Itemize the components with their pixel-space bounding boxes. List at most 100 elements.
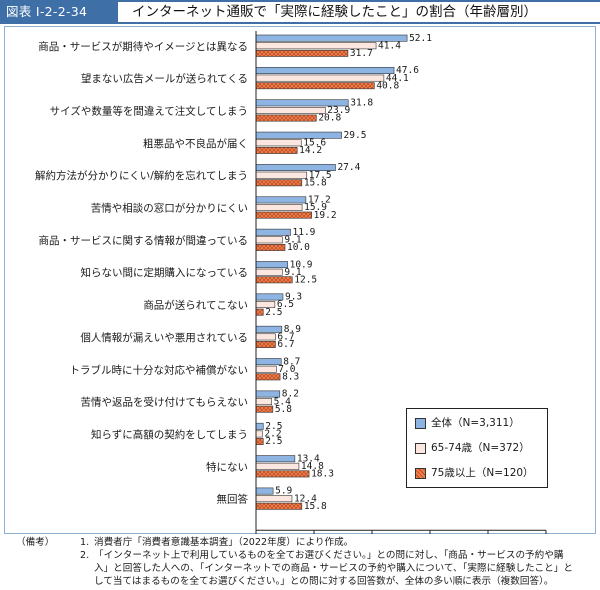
notes-head: （備考） [16, 537, 55, 548]
bar-65-74 [255, 430, 263, 438]
bar-75-plus [255, 405, 274, 413]
bar-65-74 [255, 333, 276, 341]
data-label-65-74: 9.1 [284, 235, 301, 246]
data-label-all: 5.9 [275, 486, 292, 497]
category-label: トラブル時に十分な対応や補償がない [70, 363, 249, 376]
data-label-75-plus: 15.8 [304, 501, 327, 512]
data-label-65-74: 17.5 [309, 170, 332, 181]
data-label-65-74: 44.1 [386, 73, 409, 84]
bar-65-74 [255, 171, 308, 179]
bar-65-74 [255, 365, 277, 373]
legend-item-75-plus: 75歳以上（N=120） [415, 465, 534, 481]
figure-header: 図表 I-2-2-34 インターネット通販で「実際に経験したこと」の割合（年齢層… [0, 0, 600, 24]
category-label: 望まない広告メールが送られてくる [81, 72, 248, 85]
data-label-all: 17.2 [308, 195, 331, 206]
category-label: 苦情や相談の窓口が分かりにくい [91, 202, 248, 215]
category-label: 解約方法が分かりにくい/解約を忘れてしまう [35, 169, 248, 182]
data-label-all: 9.3 [285, 292, 302, 303]
data-label-75-plus: 20.8 [318, 113, 341, 124]
note-2-number: 2. [80, 550, 90, 561]
bar-75-plus [255, 308, 264, 316]
data-label-75-plus: 10.0 [287, 242, 310, 253]
data-label-75-plus: 15.8 [304, 177, 327, 188]
category-label: 商品が送られてこない [143, 299, 248, 312]
data-label-65-74: 6.7 [277, 332, 294, 343]
data-label-all: 13.4 [297, 453, 320, 464]
bar-75-plus [255, 146, 298, 154]
data-label-65-74: 2.2 [264, 429, 281, 440]
bar-all [255, 67, 395, 74]
data-label-75-plus: 14.2 [299, 145, 322, 156]
data-label-65-74: 7.0 [278, 364, 295, 375]
bar-65-74 [255, 398, 272, 406]
bar-75-plus [255, 438, 264, 445]
category-label: 知らずに高額の契約をしてしまう [91, 428, 248, 441]
bar-75-plus [255, 470, 310, 478]
data-label-75-plus: 5.8 [275, 404, 292, 415]
data-label-75-plus: 8.3 [282, 372, 299, 383]
data-label-all: 2.5 [265, 421, 282, 432]
bar-all [255, 261, 288, 269]
figure-title: インターネット通販で「実際に経験したこと」の割合（年齢層別） [132, 4, 537, 20]
legend-swatch-all [415, 417, 426, 429]
data-label-all: 8.2 [282, 389, 299, 400]
bar-65-74 [255, 495, 293, 503]
legend-swatch-65-74 [415, 442, 426, 454]
bar-75-plus [255, 276, 293, 284]
data-label-all: 52.1 [409, 33, 432, 44]
data-label-75-plus: 18.3 [311, 469, 334, 480]
category-label: 知らない間に定期購入になっている [81, 266, 248, 279]
bar-75-plus [255, 373, 281, 381]
data-label-all: 11.9 [293, 227, 316, 238]
bar-65-74 [255, 268, 283, 276]
category-label: サイズや数量等を間違えて注文してしまう [50, 104, 248, 117]
category-label: 無回答 [217, 493, 249, 506]
category-label: 特にない [206, 461, 248, 473]
figure-id: 図表 I-2-2-34 [0, 2, 118, 22]
legend-item-all: 全体（N=3,311） [415, 415, 520, 431]
category-label: 商品・サービスが期待やイメージとは異なる [38, 40, 248, 53]
bar-all [255, 487, 274, 495]
legend-label-all: 全体（N=3,311） [431, 417, 520, 429]
legend-label-65-74: 65-74歳（N=372） [431, 442, 530, 454]
data-label-65-74: 15.9 [304, 202, 327, 213]
notes: （備考） 1. 消費者庁「消費者意識基本調査」（2022年度）により作成。 2.… [10, 536, 595, 588]
data-label-75-plus: 2.5 [265, 307, 282, 318]
bar-65-74 [255, 204, 303, 211]
note-1-number: 1. [80, 537, 90, 548]
data-label-75-plus: 31.7 [350, 48, 373, 59]
bar-75-plus [255, 211, 312, 219]
category-label: 個人情報が漏えいや悪用されている [80, 331, 248, 344]
note-2-text: 「インターネット上で利用しているものを全てお選びください。」との問に対し、「商品… [94, 550, 573, 587]
data-label-65-74: 6.5 [277, 299, 294, 310]
data-label-65-74: 5.4 [274, 396, 291, 407]
data-label-all: 10.9 [290, 259, 313, 270]
legend-item-65-74: 65-74歳（N=372） [415, 440, 530, 456]
data-label-all: 29.5 [344, 130, 367, 141]
category-label: 苦情や返品を受け付けてもらえない [81, 396, 248, 409]
bar-75-plus [255, 341, 276, 348]
note-1-text: 消費者庁「消費者意識基本調査」（2022年度）により作成。 [94, 537, 354, 548]
data-label-all: 31.8 [350, 98, 373, 109]
bar-75-plus [255, 244, 286, 251]
bar-75-plus [255, 114, 317, 122]
legend-swatch-75-plus [415, 467, 426, 479]
bar-75-plus [255, 82, 375, 90]
bar-65-74 [255, 107, 326, 114]
bar-65-74 [255, 462, 300, 470]
chart-legend: 全体（N=3,311） 65-74歳（N=372） 75歳以上（N=120） [406, 408, 548, 488]
bar-75-plus [255, 179, 303, 187]
data-label-65-74: 14.8 [301, 461, 324, 472]
bar-all [255, 422, 264, 430]
bar-all [255, 131, 342, 139]
legend-label-75-plus: 75歳以上（N=120） [431, 467, 534, 479]
bar-all [255, 455, 296, 463]
bar-65-74 [255, 236, 283, 244]
category-label: 商品・サービスに関する情報が間違っている [39, 234, 248, 247]
data-label-all: 8.9 [284, 324, 301, 335]
data-label-65-74: 23.9 [327, 105, 350, 116]
note-1: （備考） 1. 消費者庁「消費者意識基本調査」（2022年度）により作成。 [10, 536, 595, 549]
data-label-65-74: 12.4 [294, 493, 317, 504]
bar-75-plus [255, 49, 349, 57]
